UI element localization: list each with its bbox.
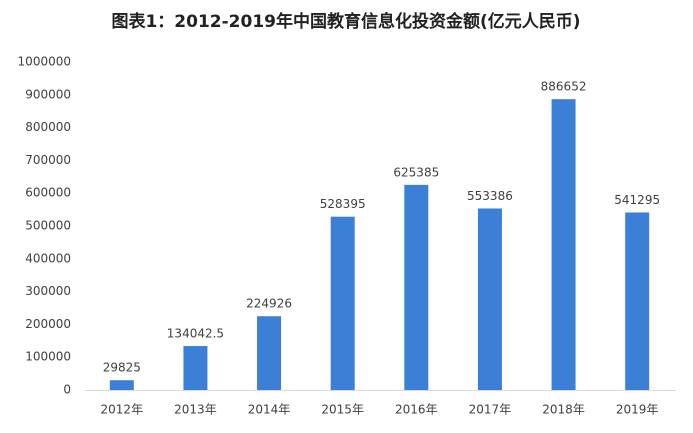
data-label: 625385 — [393, 165, 439, 179]
x-tick-label: 2015年 — [321, 403, 364, 417]
y-tick-label: 900000 — [25, 87, 71, 101]
data-label: 553386 — [467, 189, 513, 203]
chart-title: 图表1：2012-2019年中国教育信息化投资金额(亿元人民币) — [111, 11, 580, 32]
data-label: 541295 — [614, 193, 660, 207]
x-tick-label: 2017年 — [469, 403, 512, 417]
y-tick-label: 700000 — [25, 153, 71, 167]
bar — [257, 316, 282, 390]
data-label: 29825 — [103, 361, 141, 375]
x-tick-label: 2019年 — [616, 403, 659, 417]
y-tick-label: 600000 — [25, 186, 71, 200]
x-tick-label: 2012年 — [101, 403, 144, 417]
bar — [183, 346, 208, 390]
y-tick-label: 200000 — [25, 317, 71, 331]
x-tick-label: 2013年 — [174, 403, 217, 417]
bar — [625, 212, 650, 390]
x-tick-label: 2018年 — [542, 403, 585, 417]
bar — [109, 380, 134, 390]
data-label: 134042.5 — [167, 327, 224, 341]
data-label: 528395 — [320, 197, 366, 211]
y-tick-label: 1000000 — [18, 55, 71, 69]
x-tick-label: 2014年 — [248, 403, 291, 417]
bar — [330, 216, 355, 390]
bar — [551, 99, 576, 390]
data-label: 886652 — [541, 80, 587, 94]
data-label: 224926 — [246, 297, 292, 311]
y-tick-label: 800000 — [25, 120, 71, 134]
y-tick-label: 300000 — [25, 284, 71, 298]
y-tick-label: 0 — [63, 383, 71, 397]
y-tick-label: 400000 — [25, 251, 71, 265]
y-tick-label: 100000 — [25, 350, 71, 364]
y-tick-label: 500000 — [25, 219, 71, 233]
x-tick-label: 2016年 — [395, 403, 438, 417]
bar — [477, 208, 502, 390]
bar — [404, 184, 429, 390]
